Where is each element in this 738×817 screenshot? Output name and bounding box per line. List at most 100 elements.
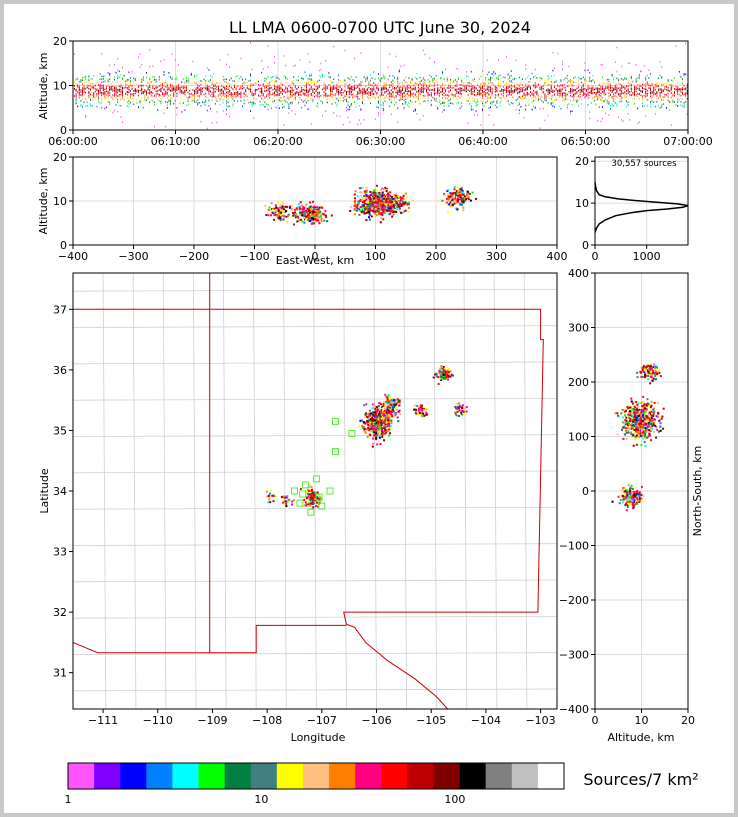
- ew-source: [279, 203, 282, 206]
- source-point: [406, 83, 408, 85]
- ew-source: [303, 214, 306, 217]
- source-point: [354, 80, 355, 83]
- source-point: [314, 96, 315, 98]
- source-point: [627, 90, 629, 93]
- source-point: [418, 91, 419, 93]
- source-point: [632, 101, 634, 103]
- source-point: [558, 105, 560, 107]
- source-point: [85, 116, 87, 118]
- source-point: [491, 84, 493, 86]
- source-point: [645, 76, 647, 78]
- source-point: [659, 92, 661, 95]
- source-point: [400, 89, 402, 92]
- source-point: [326, 101, 328, 104]
- source-point: [195, 92, 197, 94]
- source-point: [682, 89, 683, 91]
- source-point: [229, 83, 231, 85]
- source-point: [677, 105, 679, 107]
- source-point: [622, 92, 624, 95]
- source-point: [344, 49, 346, 52]
- source-point: [458, 101, 459, 104]
- source-point: [405, 90, 407, 92]
- source-point: [640, 85, 642, 87]
- source-point: [368, 94, 370, 96]
- source-point: [205, 101, 207, 103]
- source-point: [256, 83, 258, 85]
- source-point: [368, 97, 370, 100]
- source-point: [195, 81, 197, 83]
- source-point: [382, 76, 384, 79]
- source-point: [446, 97, 448, 100]
- source-point: [85, 97, 87, 100]
- source-point: [434, 98, 435, 101]
- source-point: [437, 81, 439, 84]
- source-point: [80, 91, 82, 93]
- source-point: [509, 84, 511, 86]
- source-point: [642, 90, 643, 93]
- ew-source: [398, 210, 401, 212]
- source-point: [80, 79, 82, 81]
- source-point: [683, 104, 685, 106]
- source-point: [434, 82, 435, 84]
- source-point: [654, 105, 656, 108]
- source-point: [330, 94, 331, 96]
- source-point: [608, 97, 610, 99]
- source-point: [442, 88, 443, 91]
- source-point: [685, 101, 687, 103]
- source-point: [90, 98, 91, 101]
- source-point: [619, 83, 621, 86]
- source-point: [157, 98, 159, 101]
- source-point: [379, 80, 381, 82]
- source-point: [165, 101, 167, 103]
- source-point: [536, 83, 538, 85]
- source-point: [272, 88, 274, 91]
- ew-source: [358, 213, 361, 216]
- ew-source: [308, 206, 311, 209]
- source-point: [429, 57, 431, 59]
- source-point: [240, 57, 242, 60]
- source-point: [509, 93, 511, 96]
- source-point: [576, 96, 578, 99]
- source-point: [334, 101, 336, 104]
- source-point: [634, 93, 635, 96]
- source-point: [571, 88, 573, 91]
- source-point: [245, 95, 247, 98]
- source-point: [75, 98, 77, 100]
- source-point: [160, 82, 162, 85]
- source-point: [477, 92, 479, 94]
- source-point: [472, 93, 474, 95]
- source-point: [405, 76, 407, 79]
- source-point: [368, 91, 370, 94]
- source-point: [77, 84, 79, 86]
- source-point: [307, 94, 309, 97]
- source-point: [661, 66, 663, 68]
- source-point: [568, 80, 570, 82]
- source-point: [246, 81, 248, 84]
- source-point: [93, 99, 95, 101]
- source-point: [670, 92, 672, 94]
- source-point: [421, 83, 423, 86]
- source-point: [616, 77, 618, 80]
- ew-source: [364, 212, 366, 215]
- source-point: [378, 77, 379, 80]
- source-point: [254, 102, 256, 105]
- source-point: [349, 90, 351, 93]
- source-point: [454, 88, 456, 91]
- source-point: [670, 100, 672, 102]
- source-point: [315, 88, 317, 91]
- source-point: [267, 99, 269, 102]
- source-point: [166, 86, 168, 88]
- source-point: [251, 93, 253, 96]
- source-point: [629, 82, 631, 84]
- source-point: [498, 75, 499, 78]
- source-point: [349, 106, 351, 108]
- source-point: [408, 84, 410, 87]
- source-point: [342, 81, 344, 83]
- source-point: [373, 96, 375, 98]
- ew-source: [289, 205, 292, 208]
- source-point: [414, 88, 416, 91]
- source-point: [118, 76, 120, 78]
- source-point: [498, 58, 499, 61]
- source-point: [294, 113, 296, 115]
